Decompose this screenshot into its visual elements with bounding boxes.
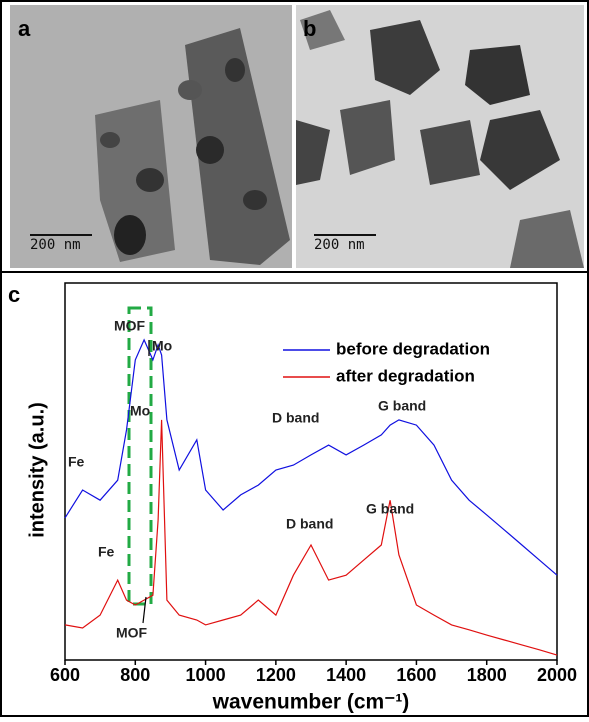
scale-bar-label: 200 nm xyxy=(30,237,81,253)
annotation: Mo xyxy=(130,403,150,419)
annotation: Mo xyxy=(152,338,172,354)
tem-image-b xyxy=(296,5,584,268)
y-axis-label: intensity (a.u.) xyxy=(26,402,48,538)
x-tick-label: 1600 xyxy=(396,665,436,685)
series-line xyxy=(64,419,558,656)
annotation: D band xyxy=(272,410,319,426)
annotation: G band xyxy=(378,398,426,414)
x-tick-label: 1800 xyxy=(467,665,507,685)
annotation: G band xyxy=(366,501,414,517)
x-tick-label: 2000 xyxy=(537,665,577,685)
panel-label: c xyxy=(8,282,20,307)
legend-label: before degradation xyxy=(336,339,490,358)
x-tick-label: 800 xyxy=(120,665,150,685)
x-axis-label: wavenumber (cm⁻¹) xyxy=(212,691,410,714)
scale-bar-label: 200 nm xyxy=(314,237,365,253)
panel-label: b xyxy=(303,16,316,41)
annotation: MOF xyxy=(116,625,148,641)
annotation: Fe xyxy=(98,544,115,560)
annotation: Fe xyxy=(68,454,85,470)
series-line xyxy=(64,338,558,576)
mof-box xyxy=(127,306,153,606)
annotation: D band xyxy=(286,516,333,532)
annotation-arrow xyxy=(142,596,147,624)
x-tick-label: 1200 xyxy=(256,665,296,685)
plot-frame xyxy=(64,282,558,661)
legend-label: after degradation xyxy=(336,366,475,385)
tem-image-a xyxy=(10,5,292,268)
x-tick-label: 600 xyxy=(50,665,80,685)
x-tick-label: 1000 xyxy=(186,665,226,685)
x-tick-label: 1400 xyxy=(326,665,366,685)
annotation: MOF xyxy=(114,318,146,334)
panel-label: a xyxy=(18,16,31,41)
